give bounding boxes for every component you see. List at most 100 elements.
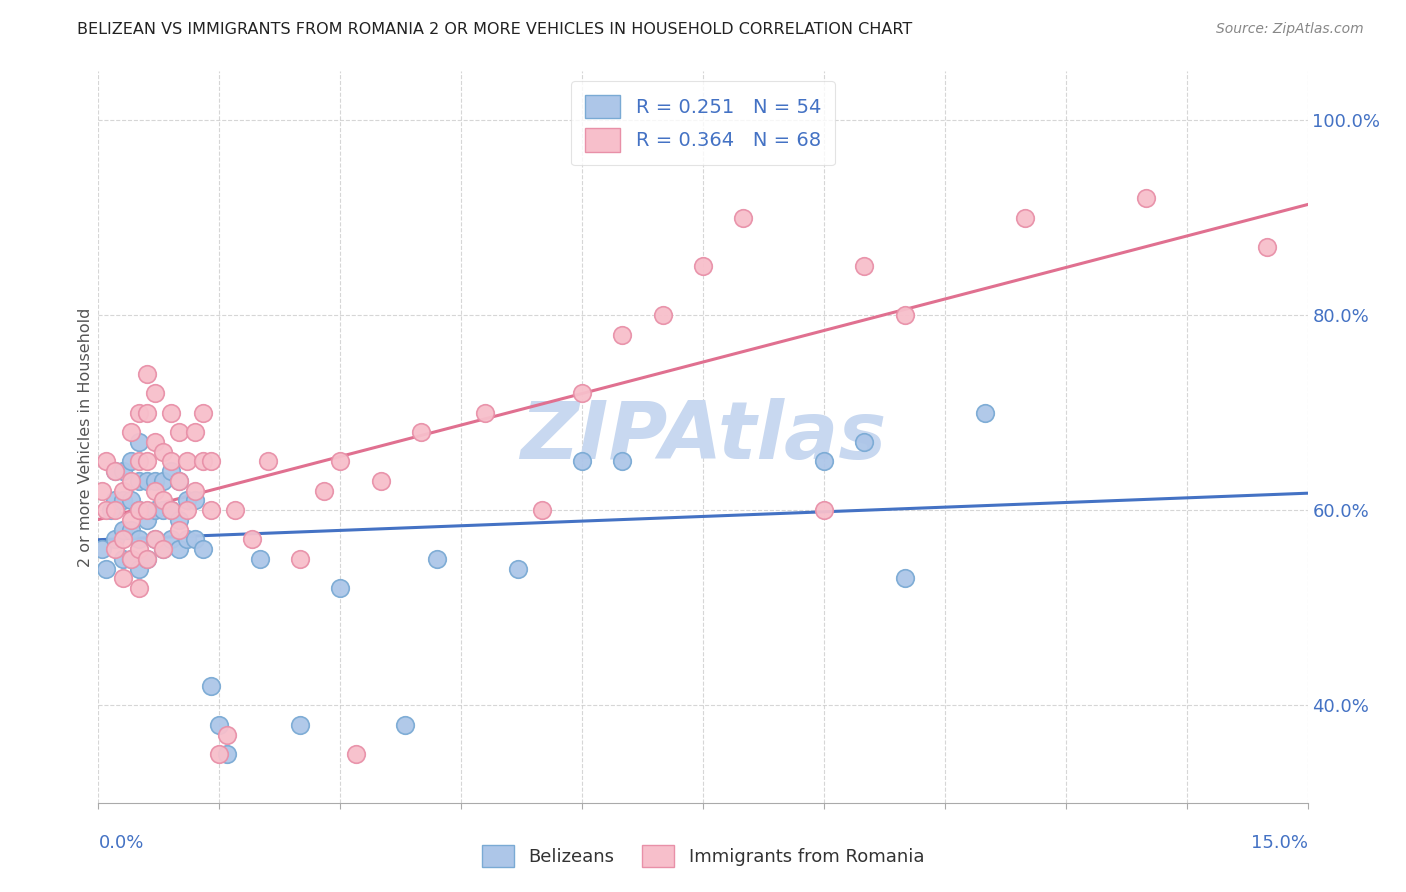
Point [128, 503, 150, 517]
Point [692, 260, 714, 274]
Point [853, 434, 876, 449]
Point [103, 503, 125, 517]
Point [184, 493, 207, 508]
Point [111, 572, 134, 586]
Point [160, 454, 183, 468]
Point [128, 454, 150, 468]
Point [167, 523, 190, 537]
Point [176, 533, 198, 547]
Point [128, 503, 150, 517]
Point [612, 454, 634, 468]
Point [152, 474, 174, 488]
Point [143, 533, 166, 547]
Point [120, 513, 142, 527]
Point [249, 552, 271, 566]
Point [224, 503, 246, 517]
Point [135, 367, 157, 381]
Point [143, 474, 166, 488]
Text: BELIZEAN VS IMMIGRANTS FROM ROMANIA 2 OR MORE VEHICLES IN HOUSEHOLD CORRELATION : BELIZEAN VS IMMIGRANTS FROM ROMANIA 2 OR… [77, 22, 912, 37]
Point [160, 464, 183, 478]
Point [329, 454, 352, 468]
Point [176, 454, 198, 468]
Point [128, 533, 150, 547]
Point [167, 542, 190, 557]
Point [314, 483, 336, 498]
Point [1135, 191, 1157, 205]
Point [128, 474, 150, 488]
Point [111, 493, 134, 508]
Point [651, 308, 673, 322]
Point [103, 464, 125, 478]
Point [128, 406, 150, 420]
Point [240, 533, 263, 547]
Point [394, 718, 416, 732]
Point [200, 454, 222, 468]
Point [344, 747, 367, 761]
Point [111, 552, 134, 566]
Point [128, 542, 150, 557]
Point [103, 493, 125, 508]
Point [217, 727, 239, 741]
Point [853, 260, 876, 274]
Point [288, 552, 311, 566]
Point [193, 542, 215, 557]
Point [160, 533, 183, 547]
Point [111, 464, 134, 478]
Point [152, 493, 174, 508]
Point [111, 483, 134, 498]
Point [111, 523, 134, 537]
Point [143, 533, 166, 547]
Point [96, 562, 118, 576]
Legend: Belizeans, Immigrants from Romania: Belizeans, Immigrants from Romania [475, 838, 931, 874]
Point [813, 454, 835, 468]
Point [120, 454, 142, 468]
Point [256, 454, 278, 468]
Point [208, 747, 231, 761]
Legend: R = 0.251   N = 54, R = 0.364   N = 68: R = 0.251 N = 54, R = 0.364 N = 68 [571, 81, 835, 166]
Point [152, 542, 174, 557]
Point [120, 493, 142, 508]
Point [128, 562, 150, 576]
Point [571, 386, 593, 401]
Point [135, 406, 157, 420]
Point [1256, 240, 1278, 254]
Text: Source: ZipAtlas.com: Source: ZipAtlas.com [1216, 22, 1364, 37]
Point [152, 542, 174, 557]
Point [143, 386, 166, 401]
Point [120, 425, 142, 440]
Point [91, 483, 114, 498]
Point [135, 503, 157, 517]
Point [160, 406, 183, 420]
Point [96, 503, 118, 517]
Point [120, 552, 142, 566]
Point [100, 503, 122, 517]
Point [612, 327, 634, 342]
Point [176, 493, 198, 508]
Point [200, 503, 222, 517]
Point [103, 542, 125, 557]
Point [135, 454, 157, 468]
Point [120, 523, 142, 537]
Point [288, 718, 311, 732]
Y-axis label: 2 or more Vehicles in Household: 2 or more Vehicles in Household [77, 308, 93, 566]
Point [530, 503, 553, 517]
Point [160, 503, 183, 517]
Point [103, 464, 125, 478]
Point [176, 503, 198, 517]
Text: 0.0%: 0.0% [98, 834, 143, 852]
Point [143, 483, 166, 498]
Point [409, 425, 432, 440]
Point [120, 552, 142, 566]
Point [103, 533, 125, 547]
Point [135, 552, 157, 566]
Point [152, 444, 174, 458]
Point [217, 747, 239, 761]
Point [893, 308, 915, 322]
Text: ZIPAtlas: ZIPAtlas [520, 398, 886, 476]
Point [167, 474, 190, 488]
Point [974, 406, 997, 420]
Point [152, 503, 174, 517]
Point [193, 454, 215, 468]
Point [167, 513, 190, 527]
Point [370, 474, 392, 488]
